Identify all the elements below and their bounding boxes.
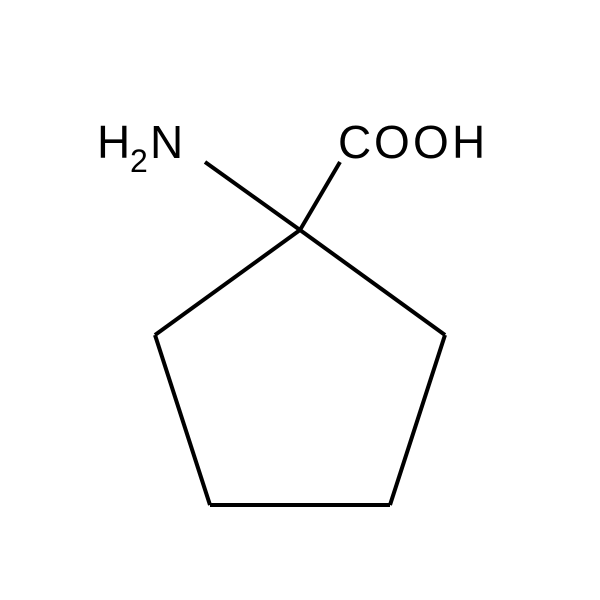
bond-c1-cooh_anchor — [300, 162, 340, 230]
bond-c1-c2 — [300, 230, 445, 335]
carboxyl-label-part-2: O — [413, 116, 449, 168]
molecule-diagram: H2NCOOH — [0, 0, 600, 600]
carboxyl-label-part-3: H — [452, 116, 485, 168]
amino-label-part-1: 2 — [130, 143, 148, 179]
amino-label-part-2: N — [150, 116, 183, 168]
bond-c1-n_anchor — [205, 162, 300, 230]
bond-c5-c1 — [155, 230, 300, 335]
bond-c2-c3 — [390, 335, 445, 505]
amino-label-part-0: H — [97, 116, 130, 168]
carboxyl-label-part-0: C — [338, 116, 371, 168]
bond-c4-c5 — [155, 335, 210, 505]
carboxyl-label-part-1: O — [374, 116, 410, 168]
